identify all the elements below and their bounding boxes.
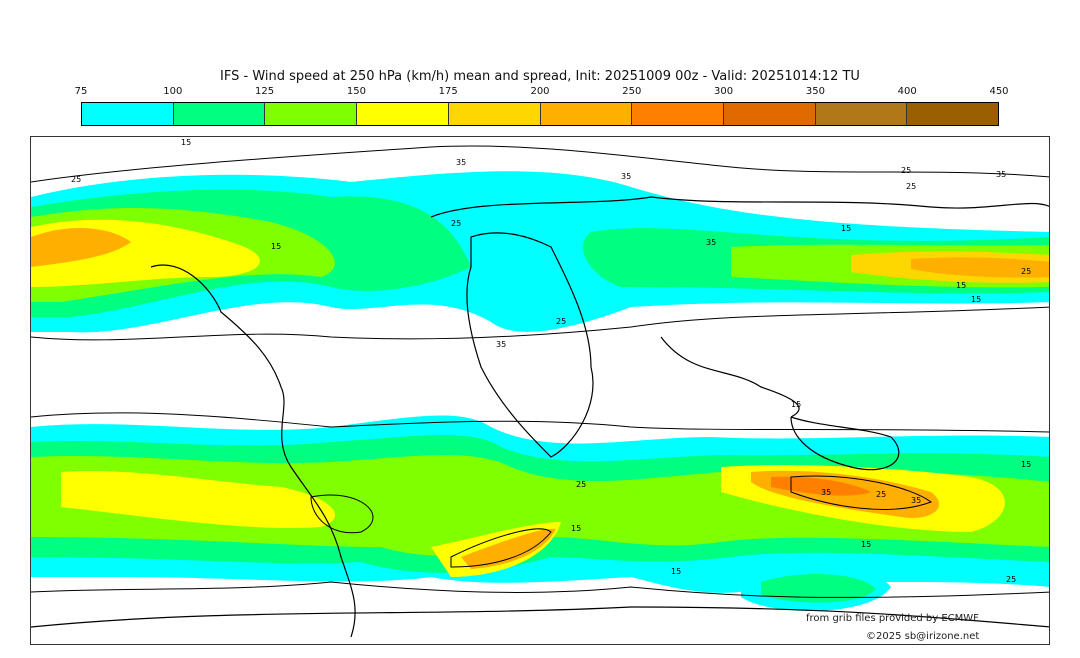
colorbar-segment — [265, 103, 358, 125]
contour-label: 15 — [271, 242, 281, 251]
colorbar-tick-labels: 75 100 125 150 175 200 250 300 350 400 450 — [0, 86, 1080, 100]
coastlines — [31, 196, 1049, 638]
colorbar-segment — [907, 103, 999, 125]
contour-label: 15 — [971, 295, 981, 304]
contour-label: 15 — [571, 524, 581, 533]
contour-label: 35 — [621, 172, 631, 181]
copyright-credit: ©2025 sb@irizone.net — [866, 631, 980, 642]
contour-label: 15 — [181, 138, 191, 147]
contour-label: 15 — [1021, 460, 1031, 469]
colorbar — [81, 102, 999, 126]
contour-label: 35 — [911, 496, 921, 505]
colorbar-tick: 175 — [438, 86, 458, 97]
contour-label: 25 — [576, 480, 586, 489]
contour-label: 25 — [906, 182, 916, 191]
contour-label: 15 — [791, 400, 801, 409]
colorbar-tick: 125 — [255, 86, 275, 97]
contour-label: 35 — [821, 488, 831, 497]
jet-sub-green — [761, 573, 876, 603]
colorbar-tick: 400 — [897, 86, 917, 97]
colorbar-segment — [448, 103, 541, 125]
contour-label: 25 — [1006, 575, 1016, 584]
colorbar-tick: 250 — [622, 86, 642, 97]
jet-south-orange-3 — [771, 476, 871, 496]
map-title: IFS - Wind speed at 250 hPa (km/h) mean … — [220, 69, 860, 84]
jet-north-orange — [31, 227, 131, 267]
contour-label: 15 — [956, 281, 966, 290]
contour-label: 25 — [556, 317, 566, 326]
colorbar-segment — [173, 103, 266, 125]
contour-label: 15 — [671, 567, 681, 576]
wind-speed-map: 15 25 35 15 25 35 25 15 35 25 15 25 35 15 25 35 25 15 35 25… — [30, 136, 1050, 645]
jet-south-yellow — [61, 470, 336, 528]
contour-label: 35 — [706, 238, 716, 247]
colorbar-tick: 75 — [74, 86, 88, 97]
colorbar-segment — [815, 103, 908, 125]
colorbar-segment — [357, 103, 449, 125]
contour-label: 25 — [901, 166, 911, 175]
wind-speed-shading — [31, 171, 1049, 611]
colorbar-tick: 350 — [805, 86, 825, 97]
jet-asia-orange — [911, 257, 1049, 278]
contour-label: 15 — [861, 540, 871, 549]
colorbar-segment — [540, 103, 633, 125]
contour-labels: 15 25 35 15 25 35 25 15 35 25 15 25 35 15 25 35 25 15 35 25… — [71, 138, 1031, 584]
contour-label: 25 — [1021, 267, 1031, 276]
contour-label: 25 — [876, 490, 886, 499]
contour-label: 25 — [451, 219, 461, 228]
contour-label: 35 — [496, 340, 506, 349]
contour-label: 35 — [456, 158, 466, 167]
colorbar-tick: 300 — [714, 86, 734, 97]
colorbar-tick: 450 — [989, 86, 1009, 97]
source-credit: from grib files provided by ECMWF — [806, 613, 979, 624]
spread-contours — [31, 145, 1049, 598]
colorbar-tick: 100 — [163, 86, 183, 97]
colorbar-tick: 150 — [346, 86, 366, 97]
jet-south-orange — [461, 528, 556, 569]
colorbar-segment — [82, 103, 174, 125]
contour-label: 25 — [71, 175, 81, 184]
colorbar-segment — [632, 103, 724, 125]
colorbar-tick: 200 — [530, 86, 550, 97]
colorbar-segment — [723, 103, 816, 125]
contour-label: 35 — [996, 170, 1006, 179]
contour-label: 15 — [841, 224, 851, 233]
